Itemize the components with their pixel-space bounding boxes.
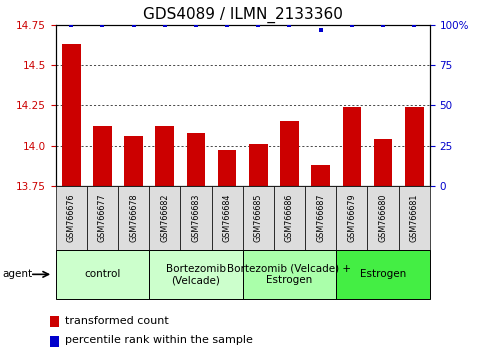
Bar [305,186,336,250]
Bar [93,126,112,186]
Text: GSM766687: GSM766687 [316,193,325,242]
Text: Estrogen: Estrogen [360,269,406,279]
Text: percentile rank within the sample: percentile rank within the sample [65,335,253,346]
Bar [180,186,212,250]
Text: GSM766676: GSM766676 [67,193,76,242]
Bar [186,133,205,186]
Bar [312,165,330,186]
Bar [336,186,368,250]
Bar [124,136,143,186]
Text: GSM766680: GSM766680 [379,194,387,242]
Bar [368,186,398,250]
Point [255,22,262,28]
Text: GSM766679: GSM766679 [347,193,356,242]
Bar [212,186,242,250]
Bar [56,250,149,299]
Bar [62,44,81,186]
Point [161,22,169,28]
Text: Bortezomib
(Velcade): Bortezomib (Velcade) [166,263,226,285]
Point [411,22,418,28]
Bar [156,126,174,186]
Bar [149,186,180,250]
Point [192,22,200,28]
Bar [218,150,237,186]
Bar [342,107,361,186]
Text: control: control [84,269,121,279]
Text: GSM766685: GSM766685 [254,193,263,242]
Text: GSM766682: GSM766682 [160,193,169,242]
Text: GSM766678: GSM766678 [129,193,138,242]
Bar [118,186,149,250]
Point [129,22,137,28]
Text: GSM766681: GSM766681 [410,194,419,242]
Bar [242,186,274,250]
Point [99,22,106,28]
Point [379,22,387,28]
Bar [398,186,430,250]
Text: GSM766677: GSM766677 [98,193,107,242]
Bar [242,250,336,299]
Bar [374,139,392,186]
Text: transformed count: transformed count [65,316,169,326]
Text: Bortezomib (Velcade) +
Estrogen: Bortezomib (Velcade) + Estrogen [227,263,352,285]
Bar [50,316,59,327]
Bar [336,250,430,299]
Bar [405,107,424,186]
Text: GSM766683: GSM766683 [191,194,200,242]
Bar [274,186,305,250]
Bar [249,144,268,186]
Bar [149,250,242,299]
Text: GSM766684: GSM766684 [223,194,232,242]
Bar [50,336,59,347]
Point [285,22,293,28]
Text: GSM766686: GSM766686 [285,194,294,242]
Title: GDS4089 / ILMN_2133360: GDS4089 / ILMN_2133360 [143,7,342,23]
Point [317,27,325,33]
Bar [87,186,118,250]
Point [348,22,356,28]
Bar [280,121,299,186]
Bar [56,186,87,250]
Point [223,22,231,28]
Point [67,22,75,28]
Text: agent: agent [2,269,32,279]
